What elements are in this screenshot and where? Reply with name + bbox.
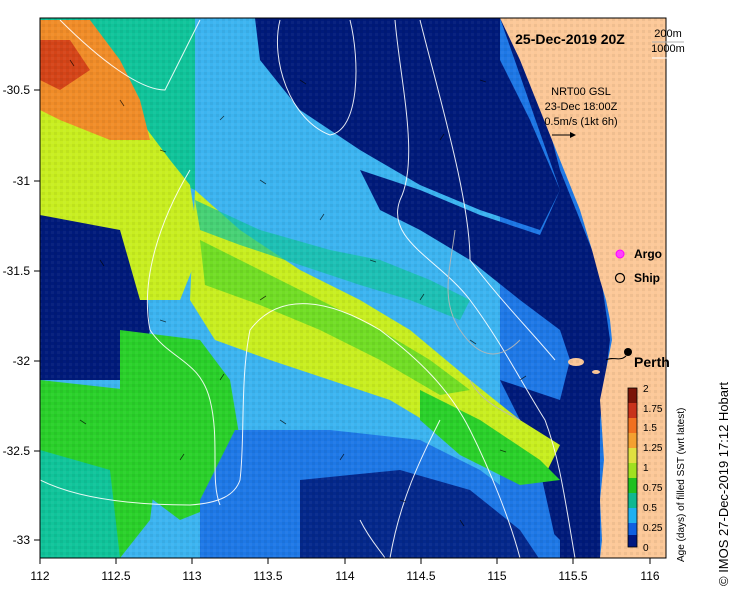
current-scale-arrow xyxy=(552,132,576,138)
colorbar-tick: 1.75 xyxy=(643,404,663,415)
map-title: 25-Dec-2019 20Z xyxy=(515,31,625,47)
ship-label: Ship xyxy=(634,271,660,285)
y-tick-label: -31 xyxy=(13,174,31,188)
colorbar-segment xyxy=(628,508,637,523)
current-source: NRT00 GSL xyxy=(551,86,611,98)
perth-marker-icon xyxy=(624,348,632,356)
colorbar-tick: 2 xyxy=(643,384,649,395)
colorbar-tick: 1.25 xyxy=(643,443,663,454)
credit-text: © IMOS 27-Dec-2019 17:12 Hobart xyxy=(716,382,731,586)
colorbar-segment xyxy=(628,433,637,448)
x-tick-label: 116 xyxy=(640,569,659,583)
perth-label: Perth xyxy=(634,354,670,370)
current-time: 23-Dec 18:00Z xyxy=(545,101,618,113)
y-tick-label: -32.5 xyxy=(3,444,31,458)
x-tick-label: 115 xyxy=(487,569,506,583)
colorbar-segment xyxy=(628,388,637,403)
argo-label: Argo xyxy=(634,247,662,261)
swan-river xyxy=(605,355,627,361)
x-axis xyxy=(39,558,651,564)
colorbar-segment xyxy=(628,463,637,478)
colorbar-segment xyxy=(628,448,637,463)
colorbar-tick: 0.75 xyxy=(643,483,663,494)
argo-marker-icon xyxy=(615,249,625,259)
colorbar-segment xyxy=(628,523,637,535)
bathymetry-contours xyxy=(40,19,576,558)
x-tick-label: 112.5 xyxy=(101,569,130,583)
depth-legend-1000m: 1000m xyxy=(651,43,685,55)
y-tick-label: -32 xyxy=(13,354,31,368)
colorbar-label: Age (days) of filled SST (wrt latest) xyxy=(676,408,687,562)
x-tick-label: 114.5 xyxy=(406,569,435,583)
map-field xyxy=(40,18,666,558)
colorbar-segment xyxy=(628,478,637,493)
x-tick-label: 114 xyxy=(335,569,354,583)
y-tick-label: -33 xyxy=(13,533,31,547)
colorbar-tick: 0.5 xyxy=(643,503,657,514)
x-tick-label: 113 xyxy=(182,569,201,583)
colorbar-segment xyxy=(628,403,637,418)
x-tick-label: 113.5 xyxy=(253,569,282,583)
colorbar-segment xyxy=(628,535,637,547)
current-scale: 0.5m/s (1kt 6h) xyxy=(544,116,617,128)
colorbar-segment xyxy=(628,493,637,508)
x-tick-label: 112 xyxy=(30,569,49,583)
y-tick-label: -31.5 xyxy=(3,264,31,278)
y-axis xyxy=(34,89,40,541)
current-vectors xyxy=(69,59,527,527)
plot-frame xyxy=(39,17,667,559)
colorbar-tick: 0.25 xyxy=(643,523,663,534)
x-tick-label: 115.5 xyxy=(558,569,587,583)
depth-legend-200m: 200m xyxy=(654,28,682,40)
ship-marker-icon xyxy=(614,272,626,284)
colorbar-tick: 0 xyxy=(643,543,649,554)
colorbar xyxy=(627,387,638,548)
colorbar-tick: 1 xyxy=(643,463,649,474)
y-tick-label: -30.5 xyxy=(3,83,31,97)
colorbar-tick: 1.5 xyxy=(643,423,657,434)
colorbar-segment xyxy=(628,418,637,433)
